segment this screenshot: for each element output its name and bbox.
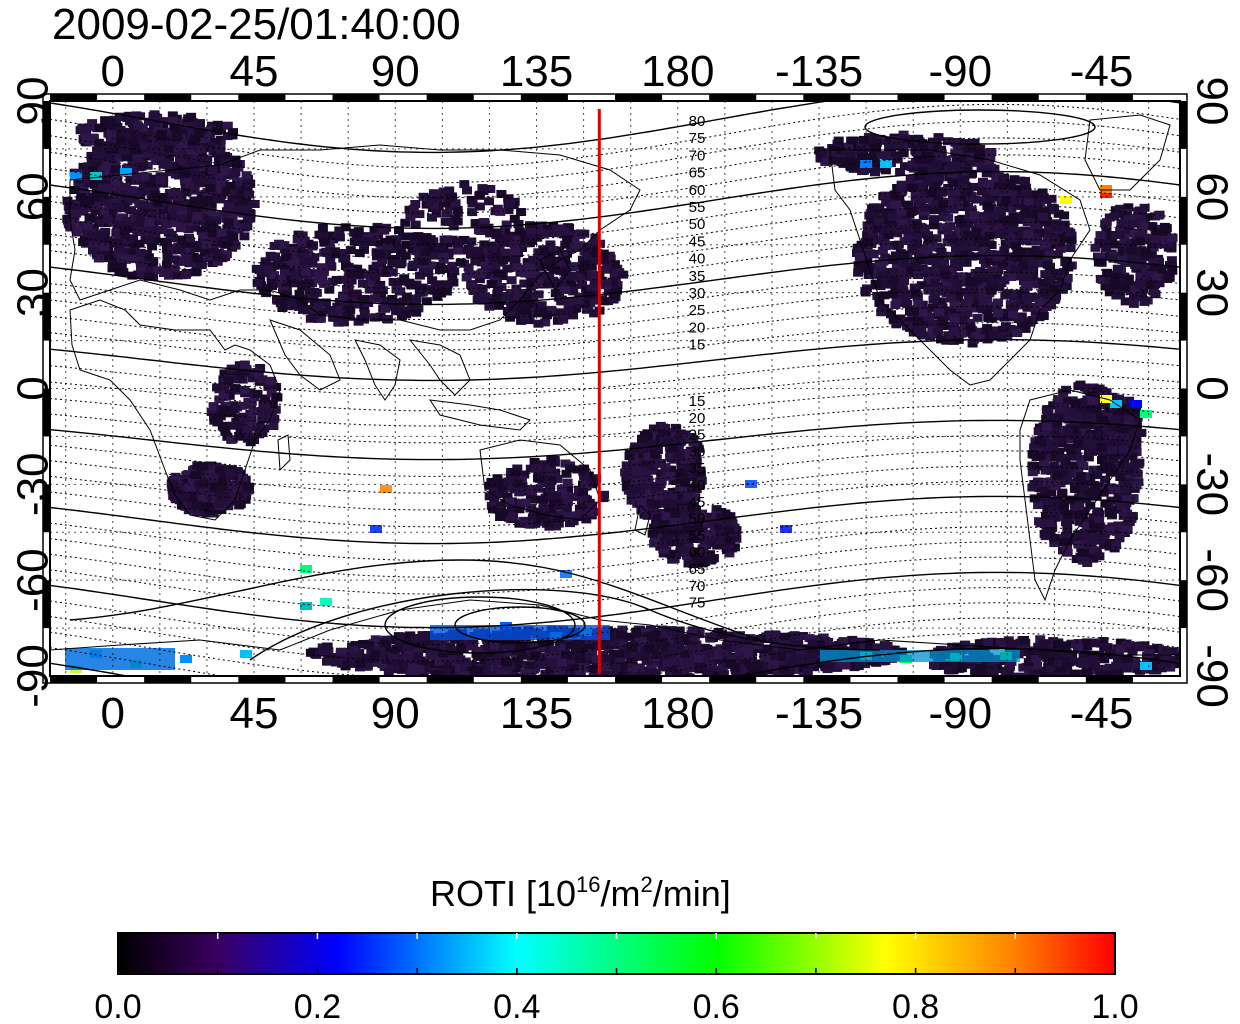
contour-label-south: 75 [689,595,706,612]
axis-labels: 0 0 45 45 90 90 135 135 180 180 -135 -135 -90 -90 -45 -… [9,47,1237,738]
lon-tick-bottom: -135 [775,689,863,738]
lon-tick-top: 135 [500,47,573,96]
colorbar-tick-label: 0.6 [693,988,740,1024]
contour-label-south: 60 [689,544,706,561]
colorbar-ticks: 0.0 0.2 0.4 0.6 0.8 1.0 [94,933,1139,1024]
contour-label-north: 35 [689,268,706,285]
lon-tick-top: -45 [1070,47,1134,96]
lon-tick-bottom: -45 [1070,689,1134,738]
lat-tick-left: -60 [9,548,58,612]
contour-labels: 8075706560555045403530252015152025303540… [689,113,706,612]
colorbar-tick-label: 1.0 [1091,988,1138,1024]
contour-label-south: 25 [689,427,706,444]
coast-arabia [269,319,341,391]
lon-tick-bottom: 180 [641,689,714,738]
lat-tick-left: 90 [9,77,58,126]
contour-label-north: 65 [689,165,706,182]
contour-label-south: 50 [689,511,706,528]
contour-label-north: 30 [689,285,706,302]
coast-indonesia [428,399,531,431]
coast-madagascar [277,434,291,472]
map-frame [42,93,1188,684]
lon-tick-top: -90 [928,47,992,96]
lon-tick-bottom: 135 [500,689,573,738]
contour-label-north: 70 [689,147,706,164]
contour-label-north: 55 [689,199,706,216]
coast-seasia [408,339,471,396]
coast-india [354,339,401,401]
coast-australia [479,439,601,521]
contour-label-north: 80 [689,113,706,130]
map-title: 2009-02-25/01:40:00 [52,0,461,49]
colorbar-tick-label: 0.2 [294,988,341,1024]
contour-label-south: 70 [689,578,706,595]
colorbar-title: ROTI [1016/m2/min] [430,872,731,914]
lat-tick-left: 30 [9,268,58,317]
lat-tick-right: -60 [1188,548,1237,612]
colorbar [117,932,1116,975]
lat-tick-right: 0 [1188,376,1237,400]
colorbar-tick-label: 0.0 [94,988,141,1024]
contour-label-south: 20 [689,410,706,427]
lat-tick-right: -30 [1188,453,1237,517]
lon-tick-top: -135 [775,47,863,96]
roti-data-layer [62,110,1180,676]
coast-japan [539,249,571,291]
contour-label-north: 40 [689,251,706,268]
lat-tick-left: -30 [9,453,58,517]
contour-label-south: 65 [689,561,706,578]
coast-north-america [829,149,1091,386]
lon-tick-top: 45 [230,47,279,96]
lon-tick-bottom: 45 [230,689,279,738]
lon-tick-top: 0 [101,47,125,96]
contour-label-south: 30 [689,443,706,460]
contour-label-north: 45 [689,233,706,250]
lon-tick-bottom: 90 [371,689,420,738]
lat-tick-left: 60 [9,172,58,221]
contour-label-south: 45 [689,494,706,511]
contour-label-north: 20 [689,319,706,336]
coast-south-america [1019,389,1141,602]
coast-eurasia-north [69,144,641,331]
lat-tick-left: 0 [9,376,58,400]
contour-label-north: 75 [689,130,706,147]
coast-africa [69,299,281,521]
coast-newzealand [634,503,651,536]
contour-label-north: 15 [689,337,706,354]
contour-label-south: 40 [689,477,706,494]
contour-label-south: 55 [689,527,706,544]
lat-tick-right: 30 [1188,268,1237,317]
lon-tick-bottom: 0 [101,689,125,738]
contour-label-south: 15 [689,393,706,410]
contour-label-south: 35 [689,460,706,477]
contour-label-north: 25 [689,302,706,319]
contour-lines [50,101,1180,676]
lon-tick-top: 90 [371,47,420,96]
lon-tick-bottom: -90 [928,689,992,738]
lat-tick-right: 90 [1188,77,1237,126]
colorbar-tick-label: 0.4 [493,988,540,1024]
coast-greenland [1084,114,1171,191]
colorbar-tick-label: 0.8 [892,988,939,1024]
contour-label-north: 60 [689,182,706,199]
lat-tick-left: -90 [9,644,58,708]
lat-tick-right: -90 [1188,644,1237,708]
contour-label-north: 50 [689,216,706,233]
lon-tick-top: 180 [641,47,714,96]
lat-tick-right: 60 [1188,172,1237,221]
